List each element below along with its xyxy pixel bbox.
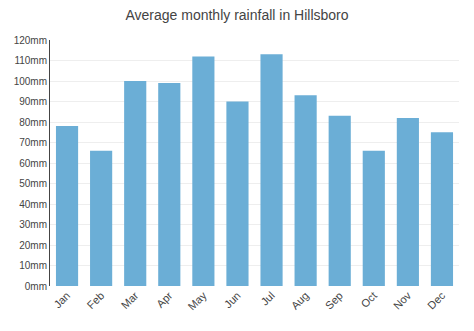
svg-text:Oct: Oct bbox=[358, 289, 379, 310]
svg-text:Average monthly rainfall in Hi: Average monthly rainfall in Hillsboro bbox=[125, 7, 348, 23]
svg-text:Mar: Mar bbox=[119, 289, 141, 311]
svg-text:Aug: Aug bbox=[289, 289, 311, 311]
svg-text:20mm: 20mm bbox=[19, 240, 47, 251]
svg-text:10mm: 10mm bbox=[19, 260, 47, 271]
svg-text:40mm: 40mm bbox=[19, 199, 47, 210]
svg-text:60mm: 60mm bbox=[19, 158, 47, 169]
svg-text:50mm: 50mm bbox=[19, 178, 47, 189]
svg-text:Jan: Jan bbox=[51, 289, 72, 310]
svg-text:80mm: 80mm bbox=[19, 117, 47, 128]
svg-text:90mm: 90mm bbox=[19, 96, 47, 107]
svg-text:70mm: 70mm bbox=[19, 137, 47, 148]
svg-text:Nov: Nov bbox=[391, 289, 414, 312]
svg-text:Apr: Apr bbox=[154, 289, 175, 310]
svg-text:Jun: Jun bbox=[222, 289, 243, 310]
svg-text:30mm: 30mm bbox=[19, 219, 47, 230]
svg-text:120mm: 120mm bbox=[14, 35, 47, 46]
svg-text:0mm: 0mm bbox=[25, 281, 47, 292]
svg-text:110mm: 110mm bbox=[14, 55, 47, 66]
svg-text:100mm: 100mm bbox=[14, 76, 47, 87]
svg-text:May: May bbox=[186, 289, 210, 313]
svg-text:Feb: Feb bbox=[85, 289, 107, 311]
svg-text:Sep: Sep bbox=[323, 289, 345, 311]
svg-text:Dec: Dec bbox=[425, 289, 448, 312]
svg-text:Jul: Jul bbox=[258, 289, 276, 307]
